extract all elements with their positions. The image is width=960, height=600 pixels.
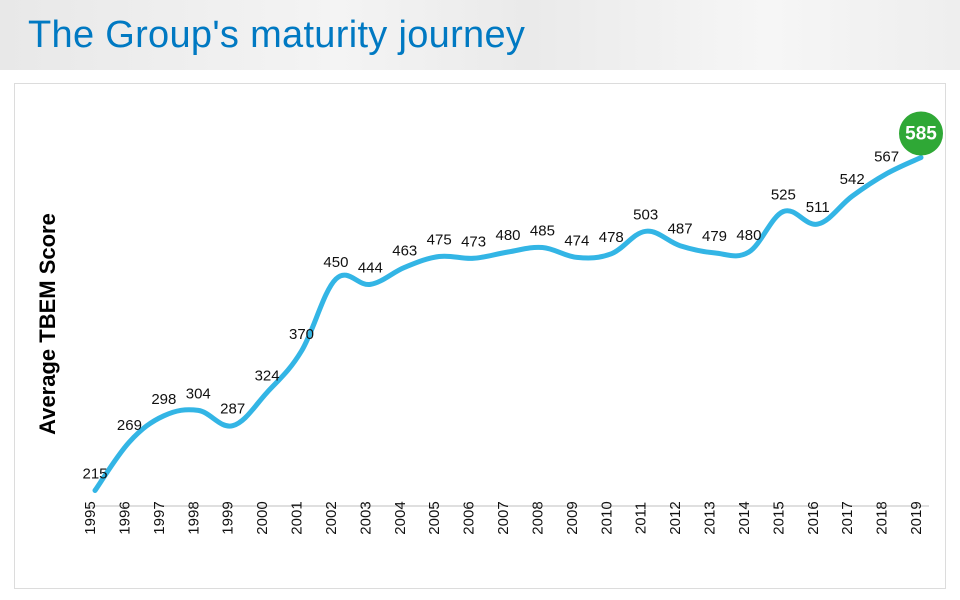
x-tick-label: 2002 <box>323 501 340 534</box>
data-label: 450 <box>323 254 348 271</box>
data-label: 298 <box>151 391 176 408</box>
data-label: 480 <box>495 227 520 244</box>
x-tick-label: 2001 <box>289 501 306 534</box>
data-label: 479 <box>702 228 727 245</box>
x-tick-label: 2016 <box>805 501 822 534</box>
data-label: 324 <box>255 367 280 384</box>
highlight-badge-value: 585 <box>905 124 937 145</box>
x-tick-label: 2014 <box>736 501 753 534</box>
x-tick-label: 2017 <box>839 501 856 534</box>
x-tick-label: 1997 <box>151 501 168 534</box>
data-label: 503 <box>633 206 658 223</box>
series-line <box>95 158 921 491</box>
x-tick-label: 2006 <box>461 501 478 534</box>
data-label: 473 <box>461 233 486 250</box>
x-tick-label: 2009 <box>564 501 581 534</box>
data-label: 542 <box>840 171 865 188</box>
data-label: 511 <box>806 199 830 216</box>
data-label: 215 <box>82 466 107 483</box>
data-label: 463 <box>392 242 417 259</box>
data-label: 480 <box>736 227 761 244</box>
x-tick-label: 2004 <box>392 501 409 534</box>
data-label: 304 <box>186 385 211 402</box>
data-label: 474 <box>564 232 589 249</box>
data-label: 487 <box>668 221 693 238</box>
data-label: 444 <box>358 259 383 276</box>
maturity-chart: 215 269 298 304 287 324 370 450 444 463 475 473 480 4… <box>14 83 946 589</box>
x-tick-label: 2019 <box>908 501 925 534</box>
x-tick-label: 2000 <box>254 501 271 534</box>
data-label: 485 <box>530 223 555 240</box>
x-tick-label: 2005 <box>426 501 443 534</box>
x-tick-label: 1998 <box>185 501 202 534</box>
data-label: 567 <box>874 149 899 166</box>
y-axis-title: Average TBEM Score <box>35 213 60 435</box>
x-tick-label: 2010 <box>598 501 615 534</box>
x-tick-label: 2015 <box>770 501 787 534</box>
x-tick-label: 2008 <box>529 501 546 534</box>
x-tick-label: 2011 <box>633 502 650 534</box>
x-tick-label: 1999 <box>220 501 237 534</box>
chart-svg: 215 269 298 304 287 324 370 450 444 463 475 473 480 4… <box>15 84 945 584</box>
x-tick-label: 2018 <box>874 501 891 534</box>
data-label: 478 <box>599 229 624 246</box>
x-tick-label: 2012 <box>667 501 684 534</box>
x-tick-label: 1995 <box>82 501 99 534</box>
data-label: 370 <box>289 326 314 343</box>
slide-title: The Group's maturity journey <box>28 14 525 57</box>
x-tick-label: 2013 <box>702 501 719 534</box>
data-label: 287 <box>220 401 245 418</box>
slide-header: The Group's maturity journey <box>0 0 960 71</box>
x-tick-label: 2003 <box>357 501 374 534</box>
data-label: 525 <box>771 187 796 204</box>
x-tick-label: 2007 <box>495 501 512 534</box>
data-label: 475 <box>427 232 452 249</box>
data-label: 269 <box>117 417 142 434</box>
x-tick-label: 1996 <box>116 501 133 534</box>
